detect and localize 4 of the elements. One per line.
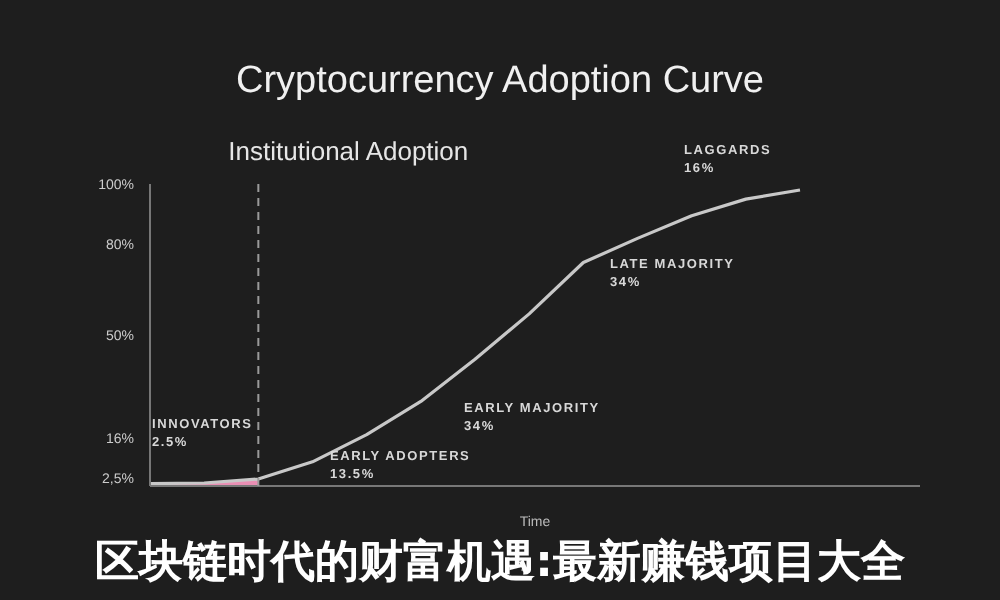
text: Institutional Adoption [228,136,469,166]
chart-title: Cryptocurrency Adoption Curve [233,60,766,104]
line-series [148,188,802,486]
text: 区块链时代的财富机遇:最新赚钱项目大全 [93,535,907,592]
